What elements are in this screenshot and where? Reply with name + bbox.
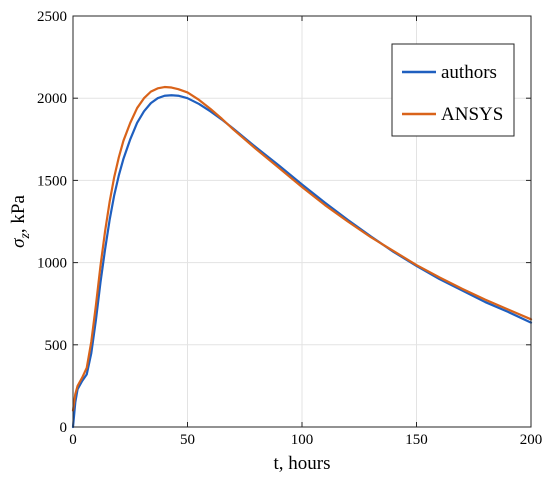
series-line-ansys [71, 85, 533, 412]
x-tick-label: 100 [291, 432, 314, 448]
y-axis-title: σz, kPa [8, 195, 33, 248]
y-tick-label: 500 [45, 338, 68, 354]
legend-label-authors: authors [441, 62, 497, 83]
legend-box [391, 43, 515, 137]
series-group [71, 85, 533, 429]
x-tick-label: 200 [520, 432, 543, 448]
y-tick-label: 1500 [37, 173, 67, 189]
y-tick-label: 0 [60, 420, 68, 436]
y-axis-title-subscript: z [18, 233, 33, 240]
y-axis-title-unit: , kPa [8, 195, 29, 234]
y-tick-label: 2000 [37, 91, 67, 107]
legend: authors ANSYS [391, 43, 515, 137]
x-tick-label: 0 [69, 432, 77, 448]
legend-label-ansys: ANSYS [441, 104, 503, 125]
x-tick-label: 50 [180, 432, 195, 448]
y-tick-label: 1000 [37, 256, 67, 272]
y-axis-title-symbol: σ [8, 238, 29, 248]
x-axis-title: t, hours [274, 453, 331, 474]
x-tick-label: 150 [405, 432, 428, 448]
y-tick-label: 2500 [37, 9, 67, 25]
